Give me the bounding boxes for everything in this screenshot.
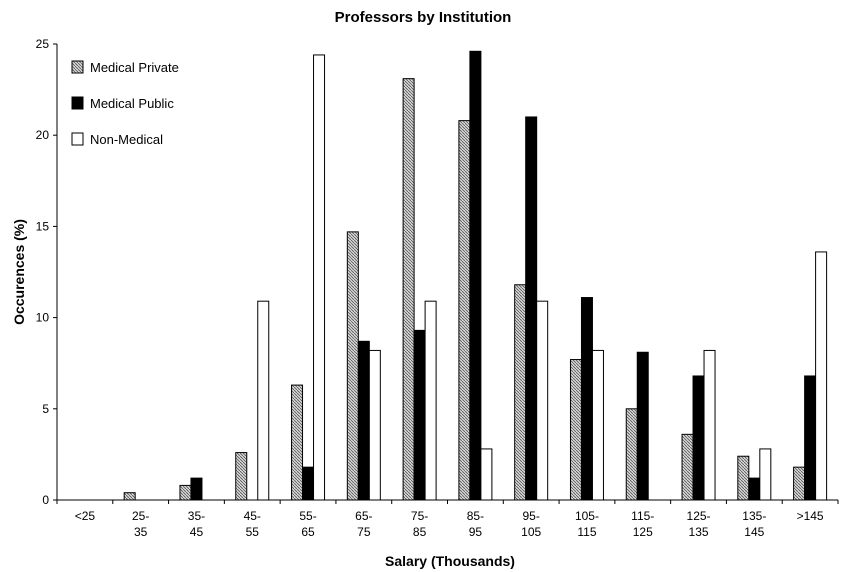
- bar-medical-public-9: [580, 297, 593, 501]
- bar-medical-private-4: [291, 384, 304, 501]
- x-tick-label: 55-65: [299, 509, 316, 539]
- x-tick-label: 85-95: [467, 509, 484, 539]
- bar-medical-private-1: [123, 492, 136, 501]
- bar-medical-private-2: [179, 484, 192, 501]
- bar-non-medical-7: [480, 448, 493, 501]
- bar-medical-private-12: [737, 455, 750, 501]
- bar-medical-public-4: [302, 466, 315, 501]
- x-tick-label: >145: [797, 509, 824, 523]
- y-axis-title: Occurences (%): [11, 219, 27, 325]
- bar-medical-public-11: [692, 375, 705, 501]
- bar-non-medical-3: [257, 300, 270, 501]
- bar-medical-public-6: [413, 329, 426, 501]
- y-tick-label: 0: [42, 493, 49, 507]
- x-tick-label: 65-75: [355, 509, 372, 539]
- bar-medical-private-13: [793, 466, 806, 501]
- legend-label: Medical Public: [90, 96, 174, 111]
- x-axis-ticks: <25 25-35 35-45 45-55 55-65 65-75 75-85 85-95 95…: [56, 500, 839, 539]
- bar-medical-public-10: [636, 351, 649, 501]
- y-tick-label: 10: [36, 311, 50, 325]
- chart-title: Professors by Institution: [335, 9, 512, 26]
- bar-medical-public-7: [469, 50, 482, 501]
- x-tick-label: 95-105: [521, 509, 541, 539]
- x-tick-label: 75-85: [411, 509, 428, 539]
- bar-non-medical-13: [815, 251, 828, 501]
- bars: [123, 50, 828, 501]
- bar-medical-public-8: [525, 116, 538, 501]
- x-tick-label: 105-115: [575, 509, 599, 539]
- y-tick-label: 25: [36, 37, 50, 51]
- y-axis-ticks: 0 5 10 15 20 25: [36, 37, 57, 507]
- x-tick-label: 125-135: [687, 509, 711, 539]
- x-axis-title: Salary (Thousands): [385, 553, 515, 569]
- bar-non-medical-5: [368, 349, 381, 501]
- plot-area: [56, 44, 838, 501]
- legend-swatch: [71, 132, 84, 146]
- bar-non-medical-8: [536, 300, 549, 501]
- x-tick-label: 25-35: [132, 509, 149, 539]
- x-tick-label: 135-145: [742, 509, 766, 539]
- bar-medical-private-7: [458, 120, 471, 501]
- bar-medical-public-5: [357, 340, 370, 501]
- bar-medical-public-2: [190, 477, 203, 501]
- legend-swatch: [71, 60, 84, 74]
- bar-medical-private-11: [681, 433, 694, 501]
- bar-non-medical-6: [424, 300, 437, 501]
- x-tick-label: 35-45: [188, 509, 205, 539]
- y-tick-label: 15: [36, 219, 50, 233]
- legend: Medical Private Medical Public Non-Medical: [71, 60, 179, 147]
- legend-swatch: [71, 96, 84, 110]
- legend-label: Non-Medical: [90, 132, 163, 147]
- bar-non-medical-11: [703, 349, 716, 501]
- bar-non-medical-4: [313, 54, 326, 501]
- bar-medical-private-9: [569, 359, 582, 501]
- y-tick-label: 20: [36, 128, 50, 142]
- bar-medical-public-12: [748, 477, 761, 501]
- bar-non-medical-12: [759, 448, 772, 501]
- x-tick-label: 115-125: [631, 509, 654, 539]
- bar-medical-private-8: [514, 284, 527, 501]
- bar-medical-public-13: [804, 375, 817, 501]
- bar-medical-private-10: [625, 408, 638, 501]
- legend-label: Medical Private: [90, 60, 179, 75]
- x-tick-label: 45-55: [244, 509, 261, 539]
- x-tick-label: <25: [75, 509, 96, 523]
- bar-non-medical-9: [591, 349, 604, 501]
- bar-medical-private-6: [402, 78, 415, 501]
- y-tick-label: 5: [42, 402, 49, 416]
- bar-medical-private-5: [346, 231, 359, 501]
- bar-medical-private-3: [235, 452, 248, 501]
